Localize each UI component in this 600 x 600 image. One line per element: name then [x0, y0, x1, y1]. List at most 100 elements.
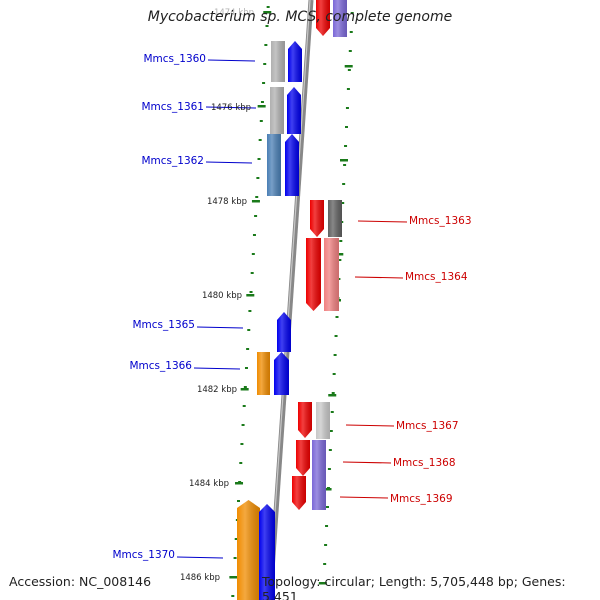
ruler-dot	[240, 443, 244, 445]
ruler-label: 1482 kbp	[197, 385, 237, 395]
gene-feature-forward-shade	[274, 352, 289, 395]
label-leader-line	[176, 556, 224, 559]
ruler-dot	[334, 335, 338, 337]
ruler-dot	[266, 6, 270, 8]
ruler-dot	[324, 544, 328, 546]
label-leader-line	[345, 424, 395, 427]
ruler-dot	[265, 25, 269, 27]
ruler-dot	[233, 557, 237, 559]
gene-label: Mmcs_1370	[112, 549, 175, 561]
ruler-dot	[333, 354, 337, 356]
ruler-dot	[260, 101, 264, 103]
ruler-dot	[252, 234, 256, 236]
ruler-major-tick	[344, 65, 353, 68]
ruler-dot	[264, 44, 268, 46]
ruler-dot	[325, 525, 329, 527]
ruler-major-tick	[335, 253, 344, 256]
label-leader-line	[207, 59, 256, 62]
ruler-dot	[243, 386, 247, 388]
ruler-dot	[231, 595, 235, 597]
ruler-dot	[248, 310, 252, 312]
ruler-dot	[247, 329, 251, 331]
gene-label: Mmcs_1366	[129, 360, 192, 372]
label-leader-line	[196, 326, 244, 329]
ruler-major-tick	[328, 394, 337, 397]
ruler-dot	[327, 468, 331, 470]
ruler-dot	[255, 196, 259, 198]
ruler-major-tick	[251, 200, 260, 203]
ruler-major-tick	[323, 488, 332, 491]
ruler-dot	[323, 563, 327, 565]
ruler-dot	[341, 202, 345, 204]
ruler-major-tick	[318, 582, 327, 585]
ruler-major-tick	[240, 388, 249, 391]
gene-label: Mmcs_1365	[132, 319, 195, 331]
gene-label: Mmcs_1363	[409, 215, 472, 227]
ruler-dot	[259, 120, 263, 122]
ruler-label: 1486 kbp	[180, 573, 220, 583]
gene-cds-box-shade	[328, 200, 342, 237]
gene-label: Mmcs_1360	[143, 53, 206, 65]
ruler-dot	[244, 367, 248, 369]
ruler-dot	[348, 50, 352, 52]
ruler-dot	[239, 462, 243, 464]
gene-label: Mmcs_1361	[141, 101, 204, 113]
gene-features	[237, 0, 347, 600]
backbone-line	[267, 0, 314, 600]
ruler-dot	[234, 538, 238, 540]
gene-feature-forward-shade	[285, 134, 299, 196]
map-title: Mycobacterium sp. MCS, complete genome	[147, 9, 453, 25]
ruler-label: 1478 kbp	[207, 197, 247, 207]
ruler-dot	[254, 215, 258, 217]
gene-feature-reverse-shade	[296, 440, 310, 476]
ruler-dot	[338, 259, 342, 261]
gene-cds-box-shade	[271, 41, 285, 82]
ruler-dot	[339, 240, 343, 242]
ruler-dot	[345, 107, 349, 109]
ruler-dot	[349, 31, 353, 33]
ruler-dot	[330, 411, 334, 413]
ruler-label: 1484 kbp	[189, 479, 229, 489]
label-leader-line	[342, 461, 392, 464]
gene-cds-box-shade	[333, 0, 347, 37]
gene-feature-forward-shade	[288, 41, 302, 82]
label-leader-line	[354, 276, 404, 279]
ruler-dot	[342, 183, 346, 185]
label-leader-line	[193, 367, 241, 370]
ruler-dot	[331, 392, 335, 394]
ruler-dot	[250, 272, 254, 274]
gene-cds-box-shade	[270, 87, 284, 134]
ruler-dot	[249, 291, 253, 293]
ruler-dot	[332, 373, 336, 375]
ruler-major-tick	[257, 105, 266, 108]
backbone-highlight	[268, 0, 311, 600]
gene-feature-reverse-shade	[310, 200, 324, 237]
ruler-dot	[241, 424, 245, 426]
ruler-dot	[246, 348, 250, 350]
ruler-major-tick	[263, 11, 272, 14]
gene-feature-forward-shade	[287, 87, 301, 134]
ruler-major-tick	[235, 482, 244, 485]
gene-cds-box-shade	[267, 134, 281, 196]
label-leader-line	[205, 106, 257, 109]
gene-feature-orange-shade	[237, 500, 260, 600]
ruler-dot	[258, 139, 262, 141]
accession-text: Accession: NC_008146	[9, 574, 152, 589]
ruler-label: 1480 kbp	[202, 291, 242, 301]
gene-cds-box-shade	[324, 238, 339, 311]
gene-label: Mmcs_1364	[405, 271, 468, 283]
ruler-dot	[256, 177, 260, 179]
ruler-dot	[251, 253, 255, 255]
ruler-dot	[346, 88, 350, 90]
backbone	[267, 0, 314, 600]
gene-labels: Mmcs_1360 Mmcs_1361 Mmcs_1362 Mmcs_1365 Mmcs…	[112, 53, 471, 561]
gene-label: Mmcs_1369	[390, 493, 453, 505]
ruler-dot	[237, 500, 240, 502]
ruler-dot	[326, 506, 329, 508]
gene-label: Mmcs_1368	[393, 457, 456, 469]
ruler-dot	[328, 449, 332, 451]
ruler-dot	[329, 430, 333, 432]
ruler-dot	[242, 405, 246, 407]
